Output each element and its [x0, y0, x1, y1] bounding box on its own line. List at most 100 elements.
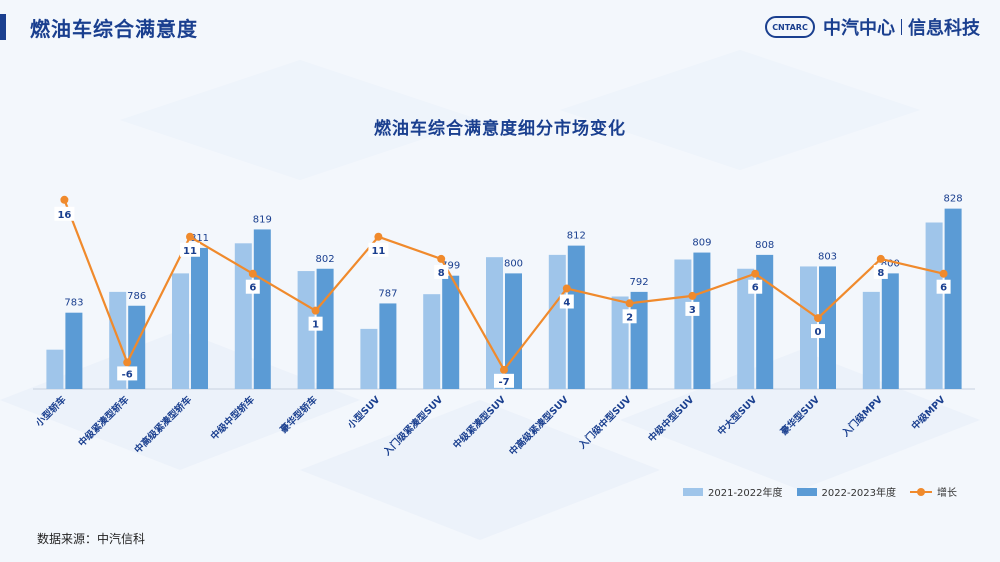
legend-swatch-growth: [910, 487, 933, 497]
growth-label-box: [811, 324, 825, 339]
bar-2022-2023: [881, 273, 899, 389]
growth-label-box: [180, 242, 200, 257]
growth-label: 4: [563, 298, 570, 309]
growth-label: 1: [312, 320, 319, 331]
chart-legend: 2021-2022年度 2022-2023年度 增长: [683, 484, 971, 499]
x-tick-label: 入门级MPV: [839, 393, 886, 440]
growth-label-box: [54, 206, 75, 221]
bar-2022-2023: [630, 291, 648, 389]
growth-label-box: [368, 242, 389, 257]
data-label-2022-2023: 812: [567, 231, 586, 242]
growth-point: [500, 365, 508, 374]
x-tick-label: 豪华型轿车: [278, 393, 320, 435]
growth-label: 16: [57, 210, 71, 221]
page-title: 燃油车综合满意度: [30, 17, 198, 41]
brand-divider: [901, 19, 902, 35]
bar-2022-2023: [505, 273, 522, 389]
growth-point: [60, 195, 69, 204]
bar-2022-2023: [379, 303, 397, 389]
growth-label-box: [685, 301, 700, 316]
bar-2022-2023: [944, 208, 962, 389]
bar-2022-2023: [819, 266, 836, 389]
growth-label: -7: [498, 377, 509, 388]
x-tick-label: 中大型SUV: [715, 393, 760, 438]
bar-2021-2022: [297, 271, 315, 389]
bar-2021-2022: [800, 266, 817, 389]
x-tick-label: 入门级紧凑型SUV: [380, 393, 445, 458]
data-label-2022-2023: 811: [190, 233, 209, 244]
growth-label: -6: [122, 369, 133, 380]
bar-2022-2023: [442, 275, 460, 389]
data-source: 数据来源：中汽信科: [37, 532, 146, 546]
bar-2021-2022: [46, 349, 64, 389]
brand-name: 中汽中心: [823, 18, 895, 39]
brand-logo-icon: CNTARC: [765, 16, 815, 38]
bar-2021-2022: [674, 259, 692, 389]
legend-swatch-2021-2022: [683, 487, 703, 496]
x-tick-label: 中高级紧凑型轿车: [132, 393, 195, 456]
bar-2022-2023: [65, 312, 83, 389]
data-label-2022-2023: 802: [316, 254, 335, 265]
growth-point: [688, 291, 697, 300]
bar-2021-2022: [423, 294, 441, 389]
bar-2021-2022: [172, 273, 189, 389]
bar-2022-2023: [253, 229, 271, 389]
data-label-2022-2023: 799: [441, 261, 460, 272]
bar-2021-2022: [737, 268, 755, 389]
growth-label-box: [117, 366, 138, 381]
legend-swatch-2022-2023: [796, 487, 817, 496]
growth-label: 11: [371, 246, 385, 257]
growth-label: 8: [877, 268, 884, 279]
growth-point: [751, 269, 760, 278]
header-accent-bar: [0, 14, 6, 40]
x-tick-label: 中级紧凑型轿车: [76, 393, 132, 449]
growth-point: [437, 254, 446, 263]
legend-label-2021-2022: 2021-2022年度: [708, 488, 783, 499]
growth-label-box: [494, 373, 514, 388]
growth-label: 6: [940, 283, 947, 294]
growth-label: 0: [815, 327, 822, 338]
data-label-2022-2023: 792: [630, 277, 649, 288]
growth-point: [625, 299, 634, 308]
data-label-2022-2023: 800: [504, 258, 523, 269]
growth-label-box: [873, 264, 888, 279]
data-label-2022-2023: 809: [692, 238, 711, 249]
bar-2021-2022: [862, 291, 880, 389]
bar-2021-2022: [360, 328, 378, 389]
bar-2022-2023: [693, 252, 711, 389]
legend-label-growth: 增长: [937, 488, 958, 499]
chart-title: 燃油车综合满意度细分市场变化: [374, 119, 626, 139]
data-label-2022-2023: 783: [64, 298, 83, 309]
bar-2021-2022: [925, 222, 943, 389]
brand: CNTARC 中汽中心 信息科技: [765, 14, 980, 40]
growth-point: [311, 306, 320, 315]
x-tick-label: 中级紧凑型SUV: [451, 393, 509, 451]
x-tick-label: 小型轿车: [32, 393, 68, 429]
growth-label-box: [245, 279, 260, 294]
x-tick-label: 中高级紧凑型SUV: [507, 393, 572, 458]
legend-item-2021-2022: 2021-2022年度: [683, 484, 783, 499]
growth-point: [939, 269, 948, 278]
x-tick-label: 中级中型轿车: [208, 393, 257, 442]
data-label-2022-2023: 819: [253, 214, 272, 225]
data-label-2022-2023: 786: [127, 291, 146, 302]
growth-label: 6: [249, 283, 256, 294]
growth-point: [876, 254, 885, 263]
bar-2022-2023: [567, 245, 585, 389]
growth-point: [562, 284, 571, 293]
growth-label-box: [936, 279, 951, 294]
growth-label: 2: [626, 312, 633, 323]
growth-point: [248, 269, 257, 278]
data-label-2022-2023: 800: [881, 258, 900, 269]
x-tick-label: 小型SUV: [344, 393, 383, 432]
legend-item-2022-2023: 2022-2023年度: [796, 484, 896, 499]
brand-subtitle: 信息科技: [908, 18, 980, 39]
growth-label: 6: [752, 283, 759, 294]
growth-label-box: [559, 294, 574, 309]
bar-2022-2023: [316, 268, 334, 389]
legend-item-growth: 增长: [910, 484, 957, 499]
x-tick-label: 豪华型SUV: [778, 393, 823, 438]
x-tick-label: 入门级中型SUV: [575, 393, 634, 452]
growth-label-box: [622, 309, 637, 324]
